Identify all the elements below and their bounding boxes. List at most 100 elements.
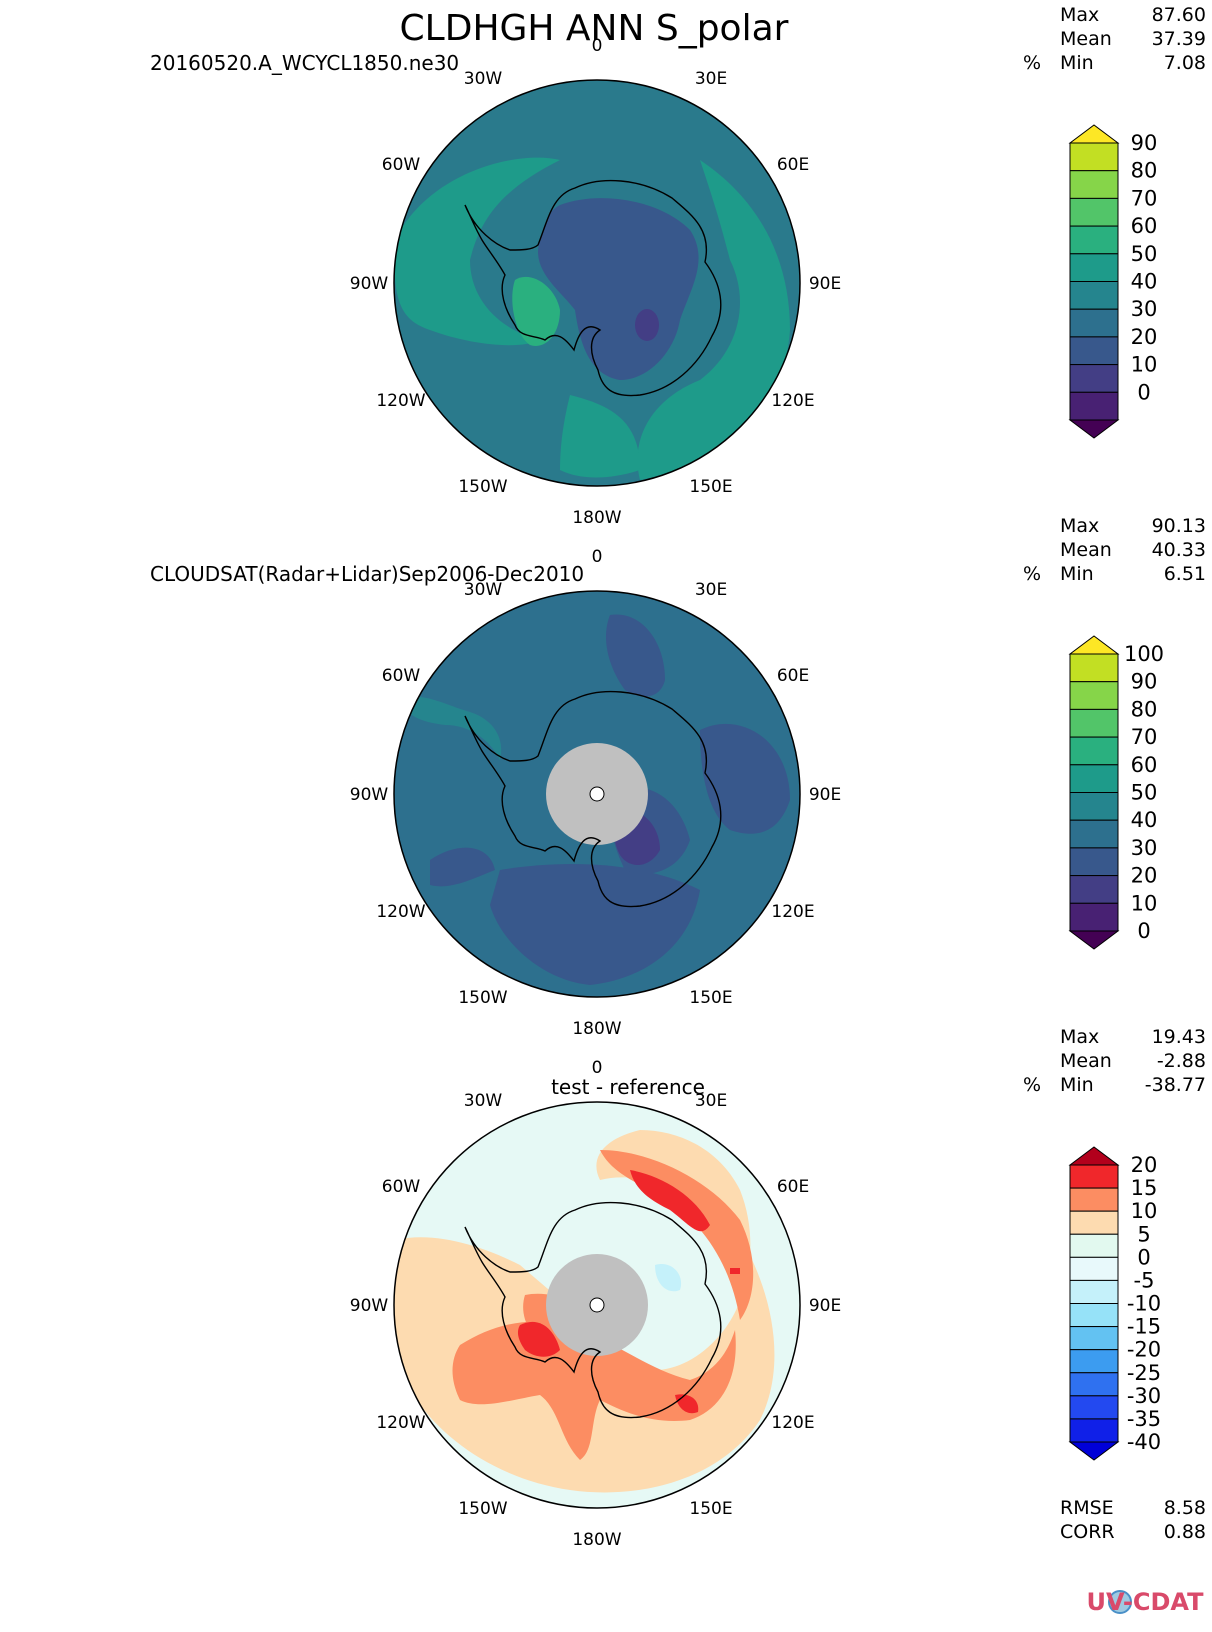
contour-region	[560, 395, 640, 478]
colorbar-tick-label: 40	[1131, 270, 1158, 294]
colorbar-swatch	[1069, 281, 1119, 310]
lon-label-0: 0	[592, 547, 603, 567]
contour-region	[517, 1321, 560, 1357]
uvcdat-logo: UV-CDAT	[1087, 1588, 1205, 1616]
contour-region	[430, 847, 495, 887]
colorbar-tick-label: 0	[1137, 380, 1150, 404]
metric-rmse-value: 8.58	[1164, 1497, 1206, 1519]
colorbar-swatch	[1069, 308, 1119, 338]
lon-label-150e: 150E	[689, 477, 732, 497]
colorbar-tick-label: 20	[1131, 864, 1158, 888]
colorbar-swatch	[1069, 1303, 1119, 1328]
colorbar-swatch	[1069, 1279, 1119, 1304]
colorbar-swatch	[1069, 1418, 1119, 1443]
lon-label-150e: 150E	[689, 988, 732, 1008]
contour-region	[490, 864, 700, 985]
colorbar-swatch	[1069, 142, 1119, 172]
colorbar-tick-label: 60	[1131, 753, 1158, 777]
colorbar-tick-label: 30	[1131, 297, 1158, 321]
contour-region	[730, 1268, 740, 1274]
colorbar-tick-label: 80	[1131, 159, 1158, 183]
panel-subtitle: CLOUDSAT(Radar+Lidar)Sep2006-Dec2010	[150, 562, 584, 586]
stat-max-value: 87.60	[1152, 4, 1206, 26]
colorbar-tick-label: 15	[1131, 1176, 1158, 1200]
lon-label-120e: 120E	[771, 902, 814, 922]
metric-corr-label: CORR	[1060, 1521, 1115, 1543]
colorbar-swatch	[1069, 847, 1119, 877]
lon-label-30w: 30W	[464, 1091, 503, 1111]
colorbar-under-arrow	[1068, 1441, 1120, 1461]
lon-label-60w: 60W	[382, 155, 421, 175]
colorbar-tick-label: 5	[1137, 1222, 1150, 1246]
lon-label-180w: 180W	[572, 1019, 621, 1039]
lon-label-180w: 180W	[572, 1530, 621, 1550]
panel-subtitle: test - reference	[551, 1075, 705, 1099]
colorbar-tick-label: 10	[1131, 353, 1158, 377]
colorbar-swatch	[1069, 1187, 1119, 1212]
colorbar-swatch	[1069, 653, 1119, 683]
stat-min-label: Min	[1060, 1074, 1094, 1096]
lon-label-150w: 150W	[458, 477, 507, 497]
colorbar-swatch	[1069, 391, 1119, 421]
colorbar-swatch	[1069, 792, 1119, 821]
colorbar-tick-label: 90	[1131, 131, 1158, 155]
colorbar-swatch	[1069, 1326, 1119, 1351]
contour-region	[600, 1150, 754, 1320]
stat-min-value: 6.51	[1164, 563, 1206, 585]
colorbar-tick-label: -20	[1127, 1338, 1161, 1362]
stat-mean-label: Mean	[1060, 1050, 1112, 1072]
pole-marker	[589, 1297, 605, 1313]
lon-label-60w: 60W	[382, 666, 421, 686]
lon-label-30e: 30E	[695, 580, 727, 600]
lon-label-30e: 30E	[695, 69, 727, 89]
colorbar-under-arrow	[1068, 419, 1120, 439]
colorbar-tick-label: 50	[1131, 781, 1158, 805]
colorbar-tick-label: -35	[1127, 1407, 1161, 1431]
colorbar-tick-label: -5	[1134, 1268, 1155, 1292]
colorbar-tick-label: 50	[1131, 242, 1158, 266]
colorbar-tick-label: -25	[1127, 1361, 1161, 1385]
lon-label-30w: 30W	[464, 69, 503, 89]
lon-label-60e: 60E	[777, 155, 809, 175]
stat-max-label: Max	[1060, 4, 1099, 26]
colorbar-swatch	[1069, 902, 1119, 932]
units-label: %	[1023, 52, 1041, 74]
colorbar-swatch	[1069, 1233, 1119, 1258]
stat-mean-label: Mean	[1060, 539, 1112, 561]
contour-region	[538, 198, 699, 380]
panel-reference: CLOUDSAT(Radar+Lidar)Sep2006-Dec2010 0 3…	[150, 515, 1206, 1039]
colorbar-tick-label: -30	[1127, 1384, 1161, 1408]
stat-min-label: Min	[1060, 563, 1094, 585]
colorbar-over-arrow	[1068, 635, 1120, 655]
colorbar-tick-label: -10	[1127, 1292, 1161, 1316]
lon-label-60e: 60E	[777, 666, 809, 686]
colorbar-swatch	[1069, 364, 1119, 393]
colorbar-tick-label: 60	[1131, 214, 1158, 238]
lon-label-90w: 90W	[350, 785, 389, 805]
contour-region	[635, 309, 659, 341]
colorbar-swatch	[1069, 1210, 1119, 1235]
colorbar-swatch	[1069, 1164, 1119, 1189]
colorbar-swatch	[1069, 681, 1119, 710]
colorbar-tick-label: 20	[1131, 1153, 1158, 1177]
stat-mean-value: 37.39	[1152, 28, 1206, 50]
stat-mean-label: Mean	[1060, 28, 1112, 50]
colorbar-swatch	[1069, 1256, 1119, 1281]
lon-label-60w: 60W	[382, 1177, 421, 1197]
colorbar-swatch	[1069, 1349, 1119, 1374]
stat-min-value: 7.08	[1164, 52, 1206, 74]
contour-region	[655, 1264, 682, 1292]
lon-label-90e: 90E	[809, 1296, 841, 1316]
stat-max-value: 90.13	[1152, 515, 1206, 537]
colorbar-tick-label: 10	[1131, 1199, 1158, 1223]
colorbar-tick-label: 10	[1131, 891, 1158, 915]
colorbar-tick-label: 40	[1131, 808, 1158, 832]
lon-label-120w: 120W	[376, 902, 425, 922]
lon-label-120w: 120W	[376, 1413, 425, 1433]
lon-label-120e: 120E	[771, 1413, 814, 1433]
stat-max-label: Max	[1060, 1026, 1099, 1048]
pole-marker	[589, 786, 605, 802]
